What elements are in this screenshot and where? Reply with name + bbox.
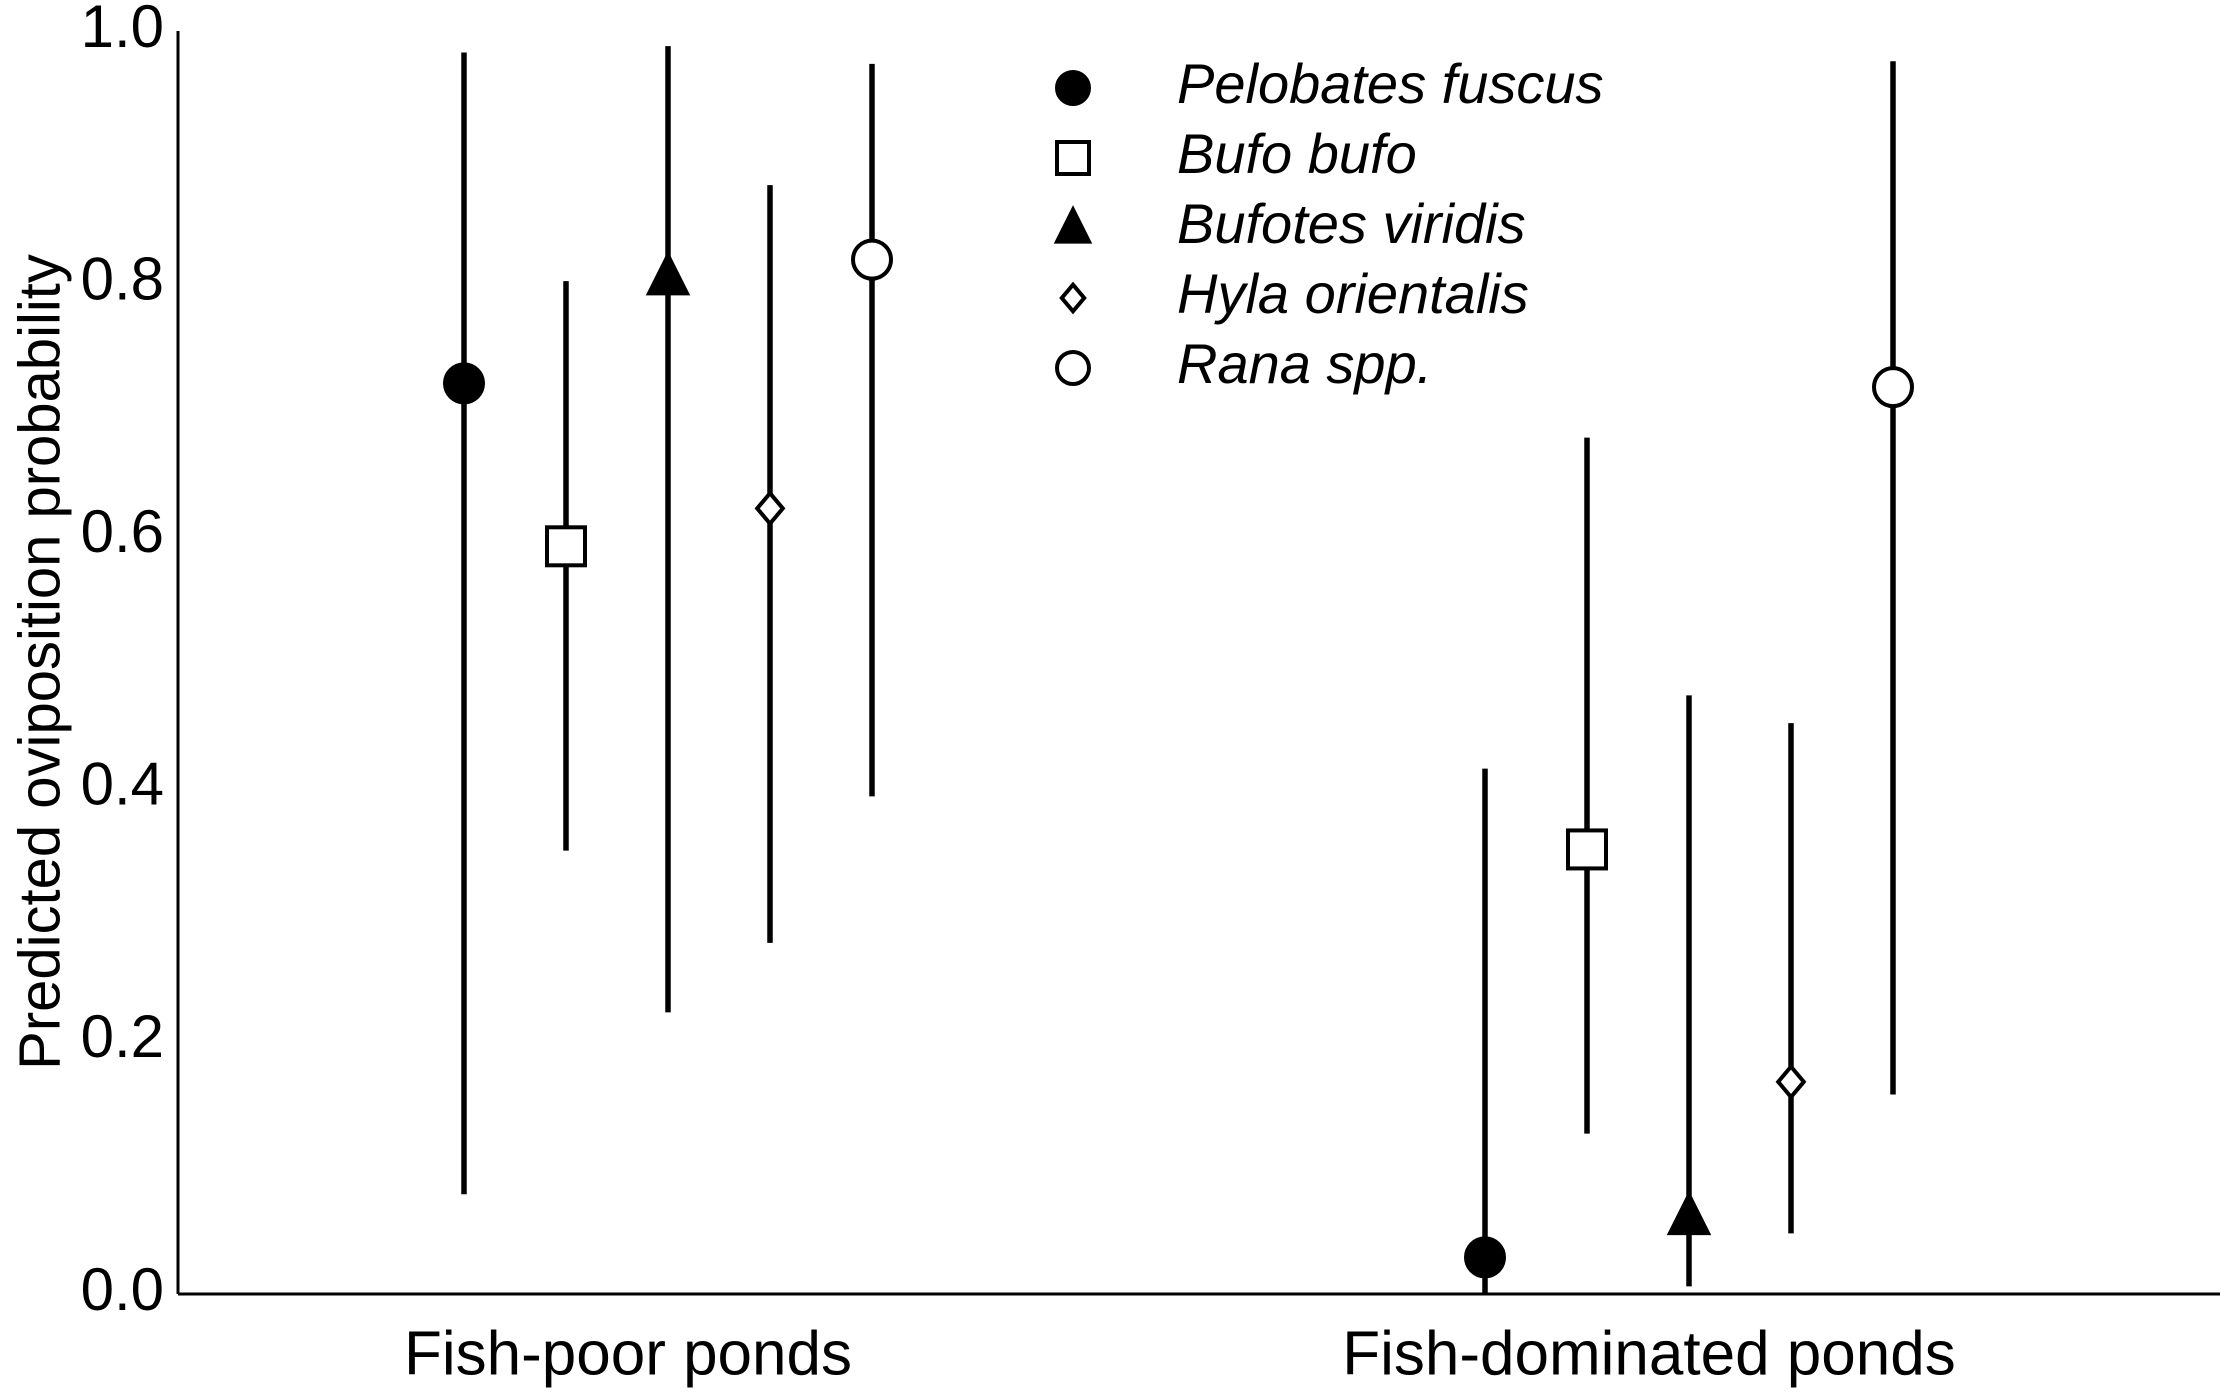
y-tick-label: 0.2 bbox=[81, 1003, 164, 1070]
legend-marker bbox=[1055, 70, 1091, 106]
y-tick-label: 0.4 bbox=[81, 751, 164, 818]
x-tick-label: Fish-poor ponds bbox=[404, 1319, 852, 1388]
y-tick-label: 0.0 bbox=[81, 1256, 164, 1323]
legend-label: Hyla orientalis bbox=[1177, 262, 1529, 325]
data-point bbox=[1464, 1236, 1506, 1279]
legend-marker bbox=[1059, 281, 1087, 315]
data-point bbox=[1666, 1190, 1712, 1236]
legend-label: Bufo bufo bbox=[1177, 122, 1417, 185]
data-point bbox=[443, 362, 485, 405]
legend-marker bbox=[1055, 140, 1091, 176]
legend-label: Rana spp. bbox=[1177, 332, 1432, 395]
y-tick-label: 1.0 bbox=[81, 0, 164, 60]
legend-marker bbox=[1053, 205, 1093, 244]
data-point bbox=[1775, 1063, 1807, 1101]
x-tick-label: Fish-dominated ponds bbox=[1342, 1319, 1955, 1388]
data-point bbox=[645, 250, 691, 296]
y-tick-label: 0.8 bbox=[81, 245, 164, 312]
data-point bbox=[1566, 828, 1608, 871]
legend-label: Pelobates fuscus bbox=[1177, 52, 1603, 115]
legend-marker bbox=[1055, 350, 1091, 386]
y-axis-label: Predicted oviposition probability bbox=[7, 254, 72, 1070]
data-point bbox=[545, 525, 587, 568]
data-point bbox=[851, 238, 893, 281]
legend-label: Bufotes viridis bbox=[1177, 192, 1526, 255]
y-tick-label: 0.6 bbox=[81, 498, 164, 565]
data-point bbox=[754, 490, 786, 527]
data-point bbox=[1872, 366, 1914, 409]
